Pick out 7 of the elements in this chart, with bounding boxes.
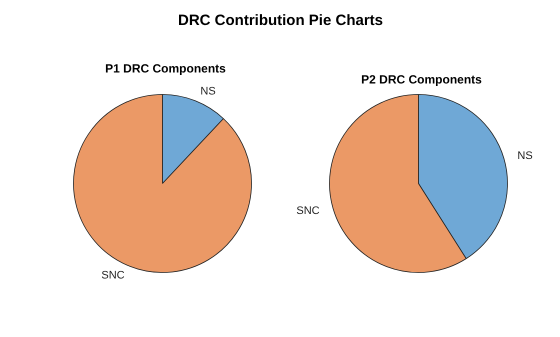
- slice-label: NS: [200, 85, 216, 98]
- chart-title: DRC Contribution Pie Charts: [178, 12, 383, 29]
- chart-subtitle: P2 DRC Components: [361, 72, 482, 86]
- slice-label: NS: [517, 150, 533, 162]
- chart-subtitle: P1 DRC Components: [105, 62, 226, 76]
- slice-label: SNC: [296, 205, 320, 218]
- slice-label: SNC: [101, 270, 125, 282]
